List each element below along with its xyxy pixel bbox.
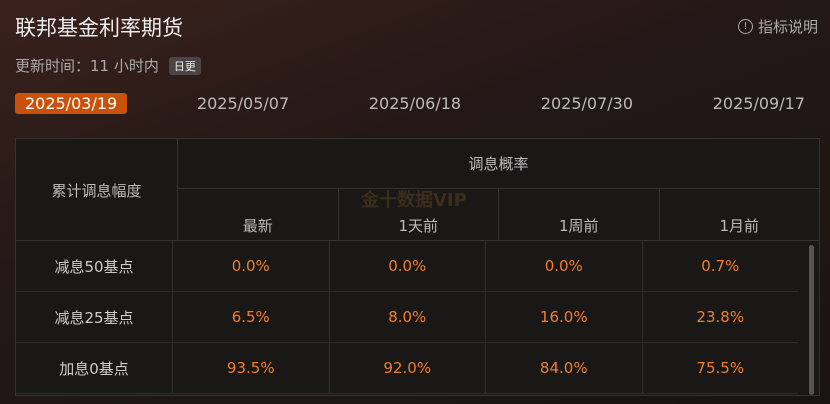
date-tab[interactable]: 2025/03/19 [15, 93, 128, 114]
page-title: 联邦基金利率期货 [15, 16, 183, 40]
update-info: 更新时间：11 小时内 日更 [15, 55, 201, 76]
cell-value: 0.0% [486, 241, 643, 291]
cell-value: 84.0% [486, 343, 643, 393]
column-headers: 最新 1天前 1周前 1月前 [178, 189, 819, 241]
frequency-badge: 日更 [168, 56, 201, 75]
table-header: 累计调息幅度 调息概率 最新 1天前 1周前 1月前 金十数据VIP [16, 139, 819, 241]
row-label: 减息25基点 [16, 292, 173, 342]
cell-value: 92.0% [330, 343, 486, 393]
date-tab[interactable]: 2025/07/30 [540, 94, 634, 113]
probability-table: 累计调息幅度 调息概率 最新 1天前 1周前 1月前 金十数据VIP 减息50基… [15, 138, 820, 396]
cell-value: 0.0% [330, 241, 486, 291]
row-header: 累计调息幅度 [16, 139, 178, 241]
date-tab[interactable]: 2025/05/07 [196, 94, 290, 113]
help-link[interactable]: ! 指标说明 [737, 16, 818, 37]
cell-value: 23.8% [696, 308, 745, 326]
scrollbar[interactable] [809, 245, 814, 395]
update-time: 更新时间：11 小时内 [15, 57, 159, 75]
cell-value: 75.5% [696, 359, 745, 377]
watermark: 金十数据VIP [361, 190, 467, 211]
date-tab[interactable]: 2025/09/17 [712, 94, 805, 113]
cell-value: 16.0% [486, 292, 643, 342]
column-header: 最新 [178, 189, 339, 241]
group-header: 调息概率 [178, 139, 819, 189]
cell-value: 6.5% [173, 292, 330, 342]
cell-value: 0.7% [701, 257, 740, 275]
info-circle-icon: ! [737, 19, 753, 34]
table-row: 减息50基点 0.0% 0.0% 0.0% 0.7% [16, 241, 798, 292]
column-header: 1周前 [499, 189, 660, 241]
table-row: 减息25基点 6.5% 8.0% 16.0% 23.8% [16, 292, 798, 343]
table-row: 加息0基点 93.5% 92.0% 84.0% 75.5% [16, 343, 798, 394]
help-label: 指标说明 [757, 18, 818, 36]
cell-value: 8.0% [330, 292, 486, 342]
column-header: 1天前 [339, 189, 499, 241]
row-label: 减息50基点 [16, 241, 173, 291]
row-label: 加息0基点 [16, 343, 173, 393]
date-tab[interactable]: 2025/06/18 [368, 94, 462, 113]
column-header: 1月前 [719, 217, 760, 235]
cell-value: 93.5% [173, 343, 330, 393]
cell-value: 0.0% [173, 241, 330, 291]
meeting-date-tabs: 2025/03/19 2025/05/07 2025/06/18 2025/07… [15, 93, 815, 114]
